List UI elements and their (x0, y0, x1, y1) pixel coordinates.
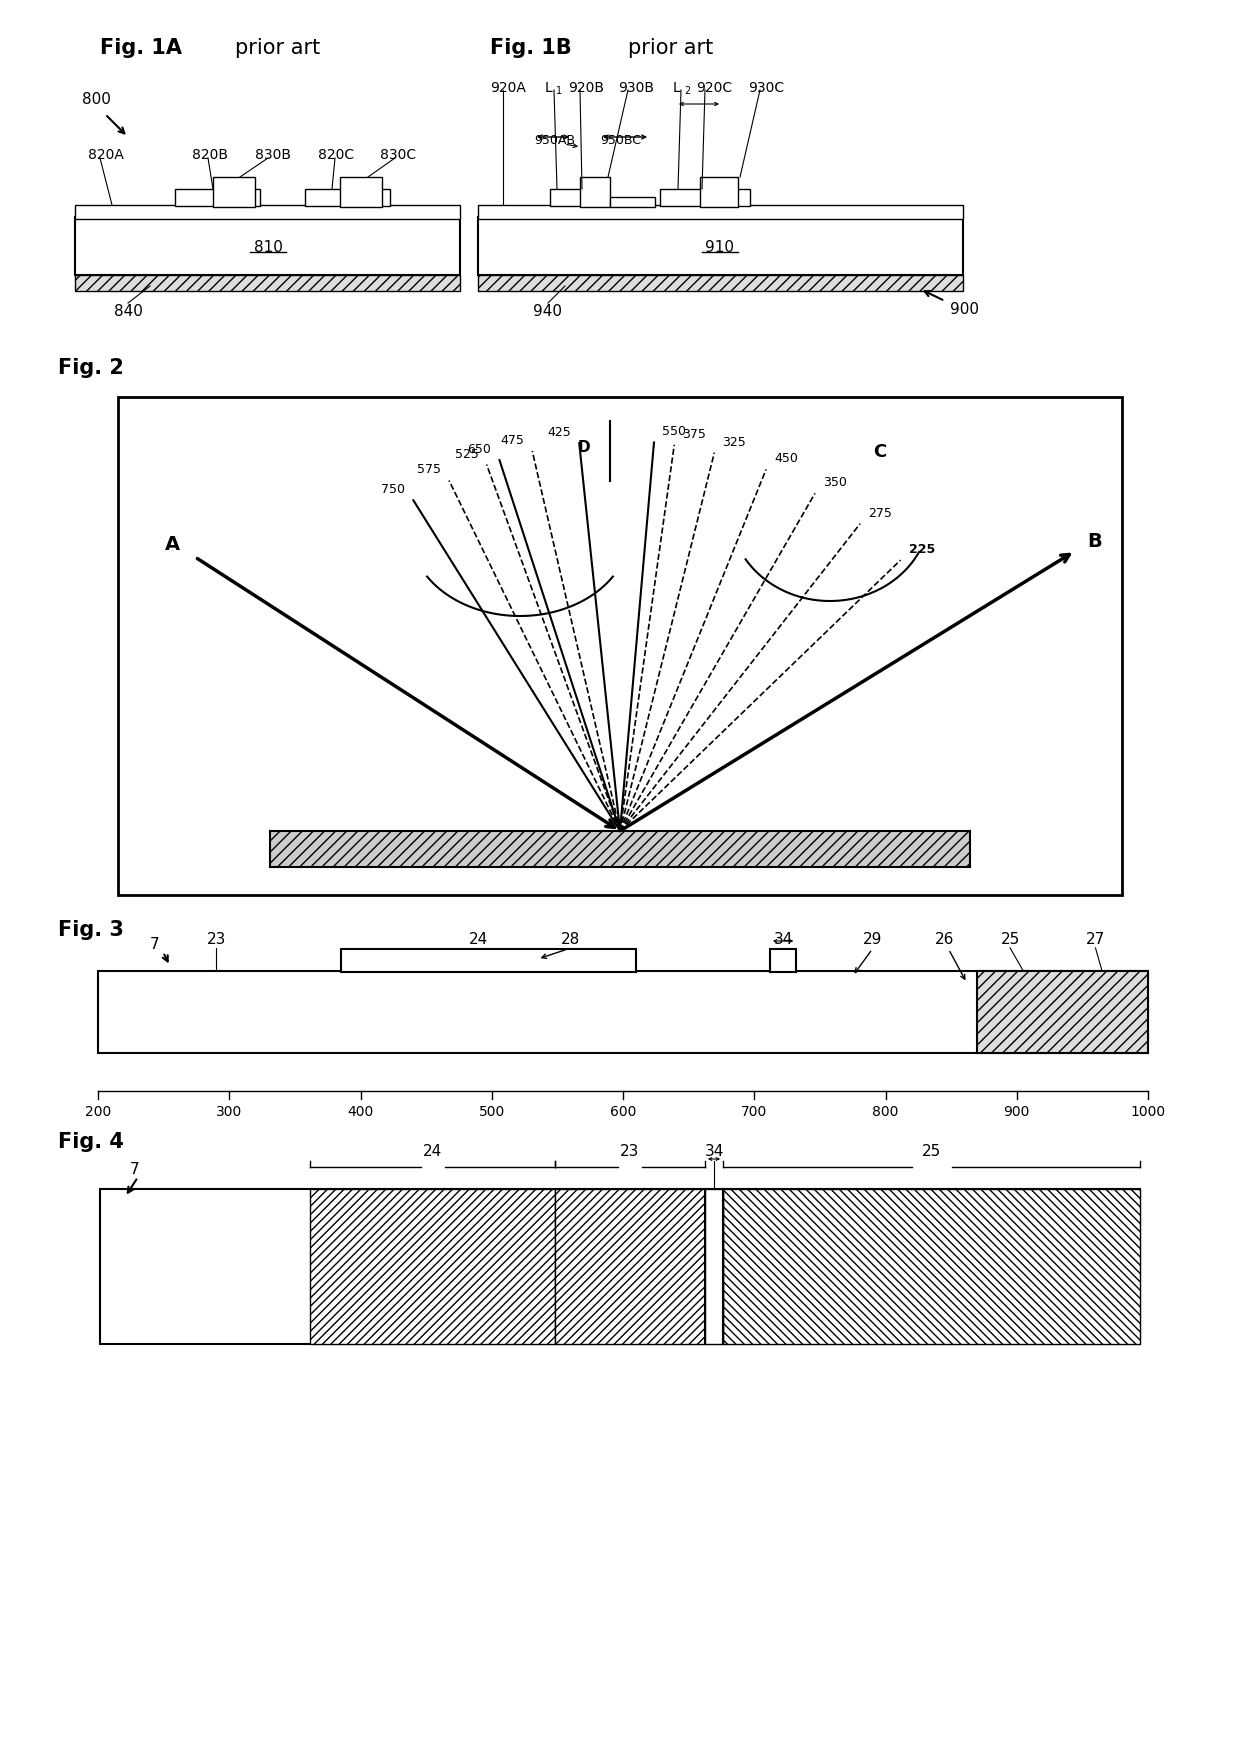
Text: 920A: 920A (490, 80, 526, 94)
Bar (580, 178, 610, 208)
Text: L: L (673, 80, 681, 94)
Text: 840: 840 (114, 304, 143, 320)
Bar (551, 191, 605, 206)
Text: 24: 24 (423, 1143, 443, 1159)
Bar (100, 1189, 1140, 1344)
Text: 28: 28 (560, 932, 580, 947)
Text: B: B (1087, 531, 1102, 551)
Text: 900: 900 (1003, 1105, 1030, 1119)
Text: 700: 700 (742, 1105, 768, 1119)
Text: 24: 24 (469, 932, 489, 947)
Text: 950AB: 950AB (534, 133, 575, 147)
Bar (74, 276, 460, 292)
Text: 25: 25 (1001, 932, 1019, 947)
Text: 1: 1 (556, 86, 562, 96)
Text: 325: 325 (723, 435, 746, 447)
Bar (556, 1189, 706, 1344)
Bar (723, 1189, 1140, 1344)
Text: 525: 525 (455, 447, 479, 460)
Bar (477, 276, 963, 292)
Text: Fig. 2: Fig. 2 (58, 358, 124, 378)
Text: 29: 29 (863, 932, 882, 947)
Bar (98, 972, 1148, 1054)
Text: 650: 650 (467, 442, 491, 456)
Text: Fig. 4: Fig. 4 (58, 1131, 124, 1152)
Bar (305, 191, 391, 206)
Bar (701, 178, 738, 208)
Text: Fig. 3: Fig. 3 (58, 919, 124, 939)
Text: 450: 450 (774, 453, 799, 465)
Bar (977, 972, 1148, 1054)
Bar (74, 218, 460, 276)
Text: 820B: 820B (192, 149, 228, 163)
Text: 200: 200 (84, 1105, 112, 1119)
Text: 25: 25 (921, 1143, 941, 1159)
Text: 425: 425 (548, 427, 572, 439)
Bar (477, 218, 963, 276)
Text: 940: 940 (533, 304, 563, 320)
Text: 27: 27 (1086, 932, 1105, 947)
Bar (770, 949, 796, 972)
Text: 23: 23 (620, 1143, 640, 1159)
Text: 900: 900 (950, 302, 980, 318)
Text: 930B: 930B (618, 80, 653, 94)
Text: 34: 34 (774, 932, 792, 947)
Text: 500: 500 (479, 1105, 505, 1119)
Text: 34: 34 (704, 1143, 724, 1159)
Text: 800: 800 (872, 1105, 899, 1119)
Text: D: D (578, 439, 590, 454)
Text: 300: 300 (216, 1105, 242, 1119)
Text: 400: 400 (347, 1105, 373, 1119)
Text: 7: 7 (130, 1162, 140, 1176)
Text: 1000: 1000 (1131, 1105, 1166, 1119)
Bar (118, 399, 1122, 895)
Text: 475: 475 (501, 434, 525, 447)
Text: prior art: prior art (627, 38, 713, 58)
Bar (610, 198, 655, 208)
Text: 23: 23 (206, 932, 226, 947)
Text: 26: 26 (935, 932, 955, 947)
Text: 930C: 930C (748, 80, 784, 94)
Text: 225: 225 (909, 544, 935, 556)
Text: 7: 7 (150, 937, 160, 953)
Text: 800: 800 (82, 93, 110, 107)
Text: prior art: prior art (236, 38, 320, 58)
Text: 910: 910 (706, 239, 734, 255)
Text: 375: 375 (682, 428, 706, 440)
Text: 950BC: 950BC (600, 133, 641, 147)
Bar (213, 178, 255, 208)
Bar (477, 206, 963, 220)
Text: 920C: 920C (696, 80, 732, 94)
Text: Fig. 1A: Fig. 1A (100, 38, 182, 58)
Text: 820A: 820A (88, 149, 124, 163)
Text: Fig. 1B: Fig. 1B (490, 38, 572, 58)
Bar (74, 206, 460, 220)
Bar (270, 832, 970, 867)
Bar (310, 1189, 556, 1344)
Bar (175, 191, 260, 206)
Text: 2: 2 (684, 86, 691, 96)
Text: 830B: 830B (255, 149, 291, 163)
Text: 550: 550 (662, 425, 686, 439)
Bar (706, 1189, 723, 1344)
Text: 750: 750 (382, 482, 405, 496)
Text: 830C: 830C (379, 149, 417, 163)
Bar (341, 949, 636, 972)
Text: 350: 350 (823, 475, 847, 489)
Text: 600: 600 (610, 1105, 636, 1119)
Text: A: A (165, 535, 180, 554)
Bar (660, 191, 750, 206)
Text: C: C (873, 442, 887, 461)
Text: 820C: 820C (317, 149, 355, 163)
Text: L: L (546, 80, 553, 94)
Bar (340, 178, 382, 208)
Text: 575: 575 (417, 463, 441, 475)
Text: 810: 810 (253, 239, 283, 255)
Text: 275: 275 (868, 507, 892, 519)
Text: 920B: 920B (568, 80, 604, 94)
